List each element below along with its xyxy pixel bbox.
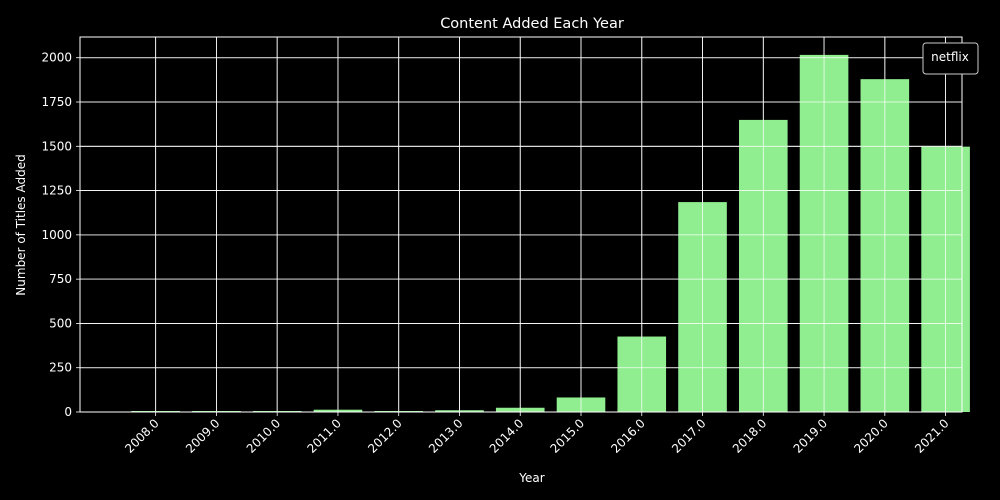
- y-axis-title: Number of Titles Added: [14, 154, 28, 295]
- y-tick-label: 500: [49, 316, 72, 330]
- y-tick-label: 1500: [41, 139, 72, 153]
- x-axis-title: Year: [518, 471, 544, 485]
- legend-entry-netflix: netflix: [931, 50, 969, 64]
- legend-box: [922, 42, 979, 75]
- y-tick-label: 1750: [41, 95, 72, 109]
- chart-title: Content Added Each Year: [440, 16, 624, 32]
- y-tick-label: 1250: [41, 184, 72, 198]
- y-tick-label: 250: [49, 361, 72, 375]
- y-tick-label: 750: [49, 272, 72, 286]
- y-tick-label: 0: [64, 405, 72, 419]
- y-tick-label: 2000: [41, 51, 72, 65]
- y-tick-label: 1000: [41, 228, 72, 242]
- legend: netflix: [922, 42, 979, 75]
